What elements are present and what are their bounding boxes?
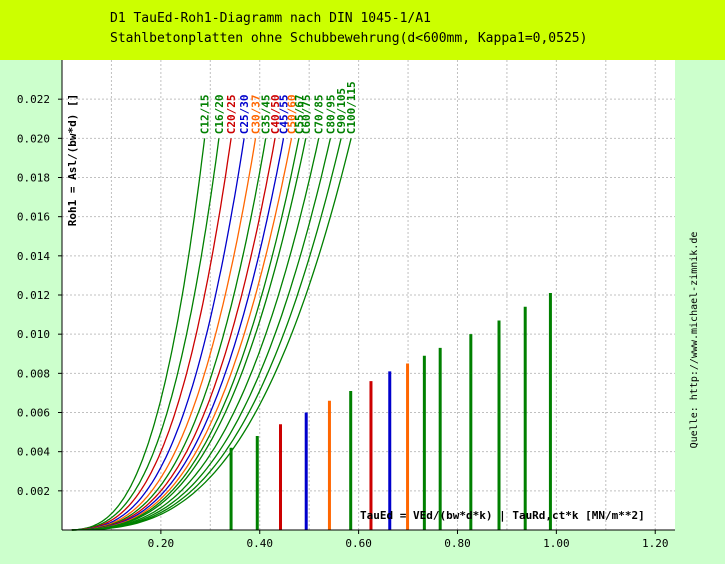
x-tick-label: 1.00 (543, 537, 570, 550)
x-tick-label: 0.80 (444, 537, 471, 550)
chart-subtitle: Stahlbetonplatten ohne Schubbewehrung(d<… (110, 31, 587, 46)
curve-label-C30/37: C30/37 (250, 95, 263, 135)
x-axis-label: TauEd = VEd/(bw*d*k) | TauRd,ct*k [MN/m*… (360, 509, 645, 522)
curve-C20/25 (71, 138, 232, 531)
curve-label-C50/60: C50/60 (286, 95, 299, 135)
curve-label-C35/45: C35/45 (260, 95, 273, 135)
y-axis-label: Roh1 = Asl/(bw*d) [] (66, 94, 79, 226)
y-tick-label: 0.006 (17, 407, 50, 420)
y-tick-label: 0.004 (17, 446, 50, 459)
y-tick-label: 0.002 (17, 485, 50, 498)
curve-C16/20 (71, 138, 220, 531)
x-tick-label: 1.20 (642, 537, 669, 550)
y-tick-label: 0.022 (17, 93, 50, 106)
y-tick-label: 0.012 (17, 289, 50, 302)
curve-label-group: C12/15 C16/20 C20/25 C25/30C30/37C35/45C40/… (199, 81, 359, 134)
y-tick-label: 0.010 (17, 328, 50, 341)
y-tick-label: 0.018 (17, 172, 50, 185)
curve-label-C25/30: C25/30 (238, 95, 251, 135)
bar-group (229, 293, 552, 530)
x-tick-label: 0.20 (148, 537, 175, 550)
plot-area (62, 60, 675, 530)
curve-label-C90/105: C90/105 (335, 88, 348, 134)
curve-label-C45/55: C45/55 (278, 95, 291, 135)
curve-label-C40/50: C40/50 (269, 95, 282, 135)
x-tick-label: 0.60 (345, 537, 372, 550)
y-tick-label: 0.020 (17, 132, 50, 145)
curve-C12/15 (71, 138, 206, 531)
curve-label-C12/15: C12/15 (199, 95, 212, 135)
header-band (0, 0, 725, 60)
curve-label-C16/20: C16/20 (213, 95, 226, 135)
y-tick-label: 0.008 (17, 367, 50, 380)
curve-C100/115 (71, 138, 352, 531)
curve-label-C20/25: C20/25 (225, 95, 238, 135)
y-tick-label: 0.016 (17, 211, 50, 224)
source-note: Quelle: http://www.michael-zimnik.de (689, 232, 700, 449)
curve-label-C80/95: C80/95 (324, 95, 337, 135)
curve-label-C60/75: C60/75 (300, 95, 313, 135)
chart-title: D1 TauEd-Roh1-Diagramm nach DIN 1045-1/A… (110, 11, 431, 26)
curve-group (71, 138, 352, 531)
x-tick-labels: 0.20 0.40 0.60 0.80 1.00 1.20 (148, 530, 669, 550)
y-tick-labels: 0.002 0.004 0.006 0.008 0.010 0.012 0.014 0.016… (17, 93, 62, 498)
curve-label-C55/67: C55/67 (293, 95, 306, 135)
x-tick-label: 0.40 (246, 537, 273, 550)
curve-label-C70/85: C70/85 (313, 95, 326, 135)
y-tick-label: 0.014 (17, 250, 50, 263)
curve-label-C100/115: C100/115 (345, 81, 358, 134)
